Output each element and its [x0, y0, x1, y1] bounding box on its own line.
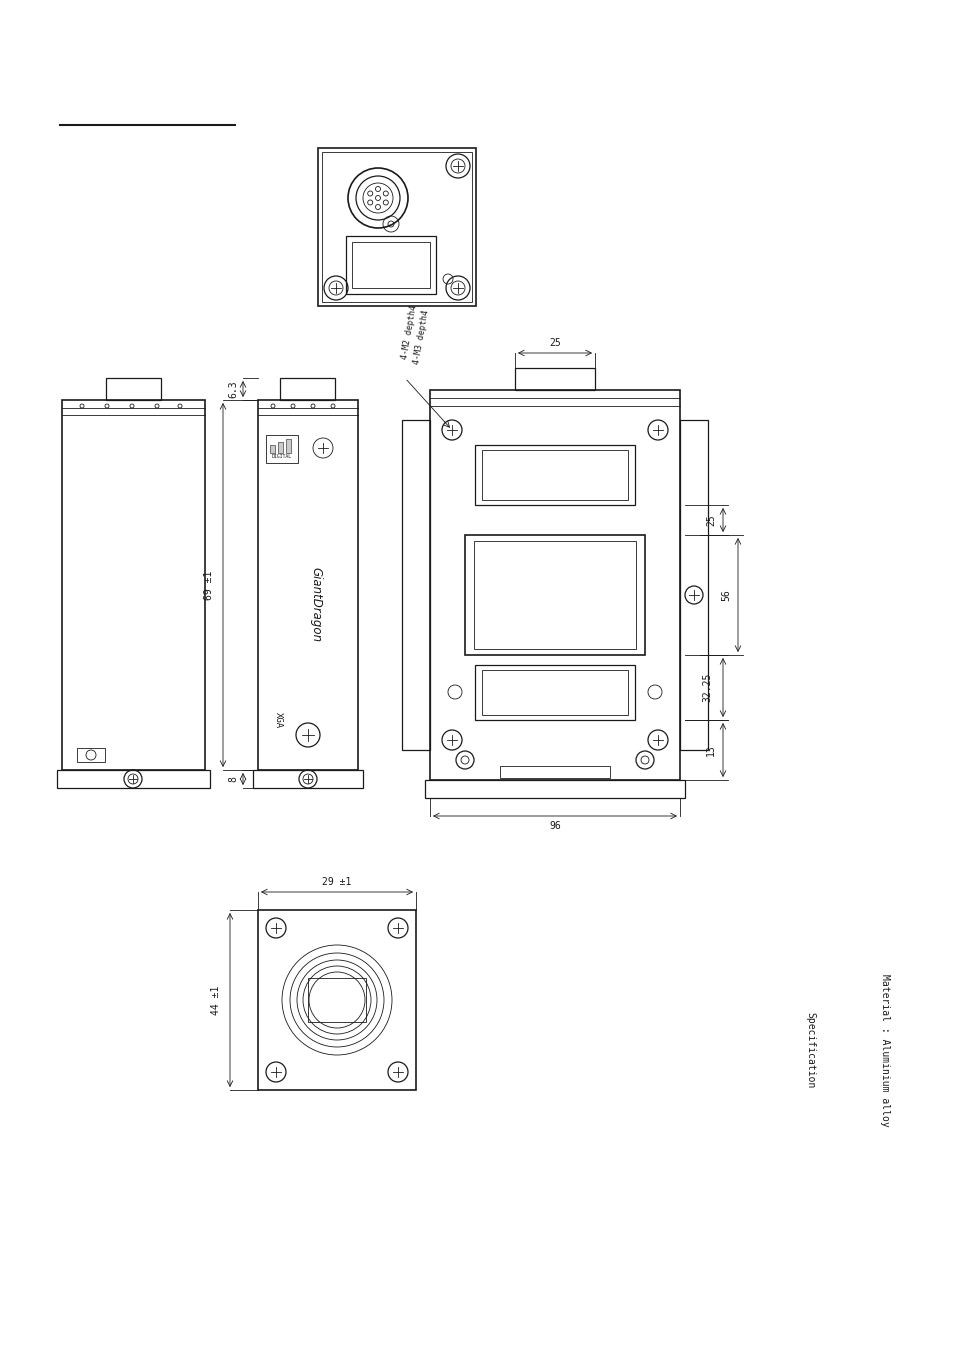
Text: 4-M2 depth4: 4-M2 depth4 [399, 304, 418, 359]
Bar [475, 665, 635, 720]
Text: 25: 25 [705, 515, 716, 526]
Bar [481, 450, 627, 500]
Bar [280, 378, 335, 400]
Text: 13: 13 [705, 744, 716, 755]
Bar [57, 770, 210, 788]
Bar [77, 748, 105, 762]
Bar [253, 770, 363, 788]
Bar [106, 378, 161, 400]
Text: Specification: Specification [804, 1012, 814, 1088]
Bar [257, 911, 416, 1090]
Bar [286, 439, 291, 453]
Bar [257, 400, 357, 770]
Text: Material : Aluminium alloy: Material : Aluminium alloy [879, 974, 889, 1127]
Bar [515, 367, 595, 390]
Bar [464, 535, 644, 655]
Text: 8: 8 [228, 775, 237, 782]
Text: 29 ±1: 29 ±1 [322, 877, 352, 888]
Bar [266, 435, 297, 463]
Bar [424, 780, 684, 798]
Bar [346, 236, 436, 295]
Bar [308, 978, 366, 1021]
Text: GiantDragon: GiantDragon [309, 567, 322, 643]
Bar [481, 670, 627, 715]
Bar [679, 420, 707, 750]
Text: 4-M3 depth4: 4-M3 depth4 [412, 309, 430, 365]
Bar [430, 390, 679, 780]
Bar [322, 153, 472, 303]
Bar [277, 442, 283, 453]
Bar [474, 540, 636, 648]
Text: 32.25: 32.25 [701, 673, 711, 703]
Text: 96: 96 [549, 821, 560, 831]
Bar [499, 766, 609, 778]
Text: 44 ±1: 44 ±1 [211, 985, 221, 1015]
Bar [475, 444, 635, 505]
Bar [352, 242, 430, 288]
Text: 69 ±1: 69 ±1 [204, 570, 213, 600]
Text: XGA: XGA [274, 712, 282, 728]
Text: 6.3: 6.3 [228, 380, 237, 397]
Text: 56: 56 [720, 589, 730, 601]
Bar [317, 149, 476, 305]
Text: 25: 25 [549, 338, 560, 349]
Bar [62, 400, 205, 770]
Text: DIGITAL: DIGITAL [272, 454, 292, 459]
Bar [401, 420, 430, 750]
Bar [270, 444, 274, 453]
